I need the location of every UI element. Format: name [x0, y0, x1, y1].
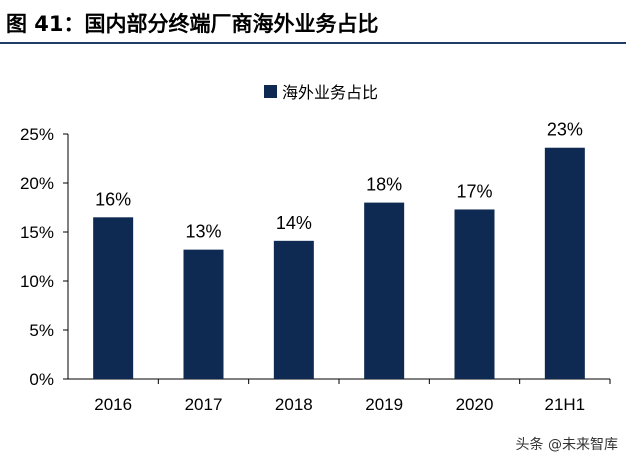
x-tick-label: 2019: [365, 395, 403, 414]
figure-title: 图 41：国内部分终端厂商海外业务占比: [6, 12, 379, 36]
chart-area: 海外业务占比 0% 5% 10% 15% 20% 25% 2016 2017 2018 2019 2…: [0, 44, 626, 462]
bars: 16% 13% 14% 18% 17% 23%: [93, 120, 585, 379]
data-label: 23%: [547, 120, 583, 140]
data-label: 16%: [95, 189, 131, 209]
bar: [454, 209, 495, 379]
bar: [183, 249, 224, 379]
data-label: 18%: [366, 175, 402, 195]
axes: 0% 5% 10% 15% 20% 25% 2016 2017 2018 2019 2020 21H1: [20, 125, 611, 414]
bar: [544, 147, 585, 379]
watermark-text: 头条 @未来智库: [515, 437, 618, 453]
legend-label: 海外业务占比: [282, 83, 378, 102]
x-tick-label: 2017: [185, 395, 223, 414]
x-tick-label: 2018: [275, 395, 313, 414]
legend-swatch: [264, 85, 277, 98]
y-tick-label: 5%: [29, 321, 54, 340]
legend: 海外业务占比: [264, 83, 378, 102]
x-tick-label: 2020: [456, 395, 494, 414]
data-label: 13%: [185, 222, 221, 242]
y-tick-label: 10%: [20, 272, 54, 291]
bar: [273, 240, 314, 379]
figure-header: 图 41：国内部分终端厂商海外业务占比: [0, 0, 626, 44]
x-tick-label: 2016: [94, 395, 132, 414]
y-tick-label: 25%: [20, 125, 54, 144]
bar: [93, 217, 134, 379]
bar: [364, 202, 405, 379]
data-label: 17%: [456, 181, 492, 201]
bar-chart: 海外业务占比 0% 5% 10% 15% 20% 25% 2016 2017 2018 2019 2…: [20, 83, 611, 414]
data-label: 14%: [276, 213, 312, 233]
y-tick-label: 15%: [20, 223, 54, 242]
x-tick-label: 21H1: [545, 395, 586, 414]
y-tick-label: 20%: [20, 174, 54, 193]
y-tick-label: 0%: [29, 370, 54, 389]
